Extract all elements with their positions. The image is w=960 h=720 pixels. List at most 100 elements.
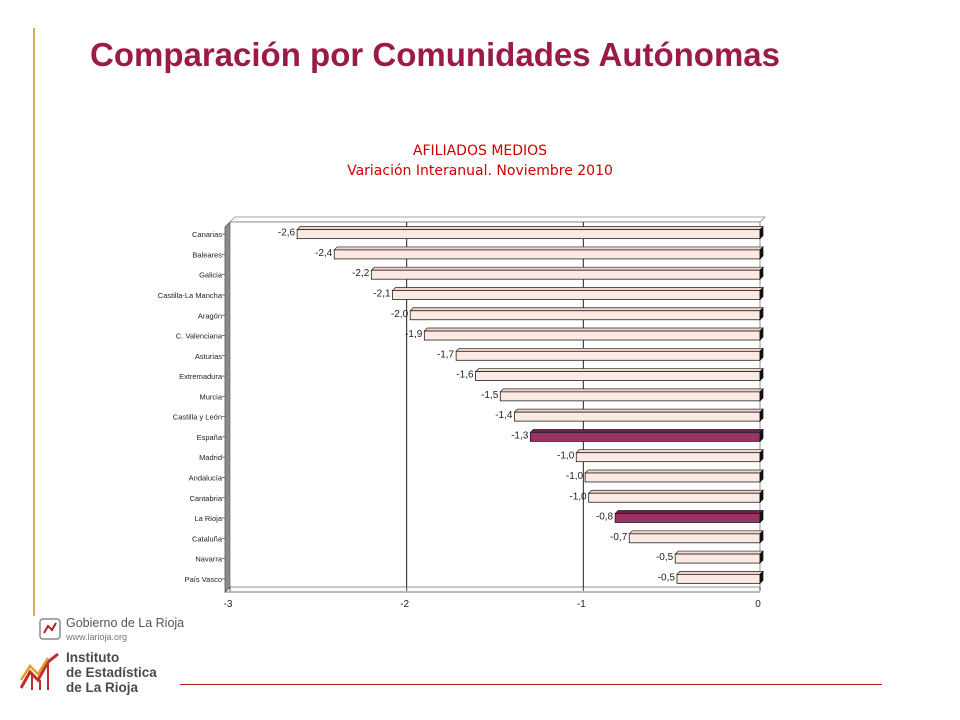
category-label: C. Valenciana [176, 332, 223, 341]
bar-end-face [759, 286, 764, 301]
bar-top-face [628, 530, 764, 535]
data-label: -2,4 [315, 248, 333, 259]
x-tick-label: -1 [577, 599, 586, 610]
category-label: Navarra [195, 555, 223, 564]
category-label: Aragón [198, 311, 222, 320]
bar-top-face [584, 469, 764, 474]
data-label: -2,1 [373, 288, 391, 299]
bar-end-face [759, 306, 764, 321]
bar-end-face [759, 509, 764, 524]
bar [423, 330, 761, 341]
category-label: La Rioja [194, 514, 222, 523]
x-tick-label: -2 [400, 599, 409, 610]
accent-vertical-line [33, 28, 35, 616]
bar-top-face [614, 510, 764, 514]
plot-area [229, 221, 761, 588]
institute-name-line2: de Estadística [66, 665, 157, 680]
x-tick-label: 0 [755, 599, 761, 610]
bar [575, 452, 761, 463]
bar-top-face [587, 489, 764, 494]
bar-end-face [759, 469, 764, 483]
bar-top-face [296, 226, 764, 230]
bar-top-face [474, 368, 764, 372]
bar [628, 533, 761, 544]
gov-name: Gobierno de La Rioja [66, 616, 185, 630]
category-label: Cataluña [192, 534, 223, 543]
bar-end-face [759, 570, 764, 585]
bar [455, 350, 761, 361]
bar-end-face [759, 489, 764, 504]
bar [614, 513, 761, 523]
category-label: Extremadura [179, 372, 223, 381]
category-label: País Vasco [185, 575, 222, 584]
category-label: España [197, 433, 223, 442]
data-label: -0,7 [610, 532, 628, 543]
plot-top-edge [229, 216, 766, 223]
bar-top-face [529, 429, 764, 433]
bar [475, 371, 761, 381]
data-label: -2,6 [278, 228, 296, 239]
bar-end-face [759, 408, 764, 422]
category-label: Cantabria [189, 494, 222, 503]
data-label: -1,0 [557, 451, 575, 462]
bar-end-face [759, 428, 764, 443]
data-label: -0,5 [658, 572, 676, 583]
gov-url: www.larioja.org [66, 632, 128, 642]
data-label: -1,4 [495, 410, 513, 421]
footer-divider [180, 684, 882, 685]
category-label: Canarias [192, 230, 222, 239]
bar [584, 472, 761, 483]
bar [514, 411, 761, 422]
bar [296, 229, 761, 240]
data-label: -1,9 [405, 329, 423, 340]
bar-top-face [423, 327, 764, 332]
bar-top-face [513, 408, 764, 413]
bar-top-face [575, 449, 764, 454]
bar [409, 310, 761, 321]
bar-end-face [759, 388, 764, 402]
data-label: -1,5 [481, 390, 499, 401]
bar [674, 553, 761, 564]
data-label: -1,6 [456, 370, 474, 381]
data-label: -1,0 [569, 491, 587, 502]
bar [392, 290, 761, 300]
category-label: Madrid [199, 453, 222, 462]
x-tick-label: -3 [224, 599, 233, 610]
bar [499, 391, 761, 402]
category-label: Murcia [199, 392, 222, 401]
gobierno-logo-icon [39, 618, 61, 640]
bar-end-face [759, 225, 764, 240]
bar-end-face [759, 246, 764, 260]
bar-end-face [759, 266, 764, 281]
category-label: Galicia [199, 271, 223, 280]
chart-subtitle: Variación Interanual. Noviembre 2010 [347, 163, 613, 179]
bar-top-face [391, 287, 764, 291]
bar-end-face [759, 529, 764, 544]
chart-title: AFILIADOS MEDIOS [412, 143, 548, 159]
bar-top-face [370, 266, 764, 271]
bar-end-face [759, 347, 764, 362]
bar [333, 249, 761, 260]
data-label: -0,8 [596, 512, 614, 523]
institute-name-line1: Instituto [66, 650, 120, 665]
bar-top-face [455, 347, 764, 352]
page-title: Comparación por Comunidades Autónomas [90, 36, 781, 73]
data-label: -2,0 [391, 309, 409, 320]
data-label: -1,3 [511, 430, 529, 441]
bar-top-face [333, 246, 764, 251]
bar-end-face [759, 367, 764, 382]
bar-top-face [409, 307, 764, 312]
data-label: -1,0 [566, 471, 584, 482]
data-label: -0,5 [656, 552, 674, 563]
bar [370, 269, 761, 280]
category-label: Asturias [195, 352, 222, 361]
bar [529, 432, 761, 442]
category-label: Castilla-La Mancha [158, 291, 223, 300]
bar-end-face [759, 448, 764, 463]
data-label: -1,7 [437, 349, 455, 360]
category-label: Baleares [192, 250, 222, 259]
bar-end-face [759, 327, 764, 341]
data-label: -2,2 [352, 268, 370, 279]
bar-top-face [674, 550, 764, 555]
